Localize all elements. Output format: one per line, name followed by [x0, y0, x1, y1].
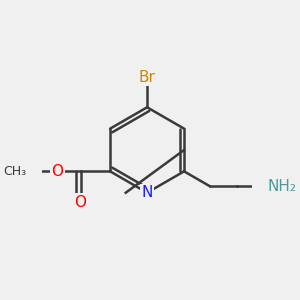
Text: CH₃: CH₃: [3, 165, 26, 178]
Text: Br: Br: [139, 70, 155, 85]
Text: O: O: [75, 195, 87, 210]
Text: O: O: [51, 164, 63, 179]
Text: NH₂: NH₂: [268, 178, 297, 194]
Text: N: N: [141, 185, 153, 200]
